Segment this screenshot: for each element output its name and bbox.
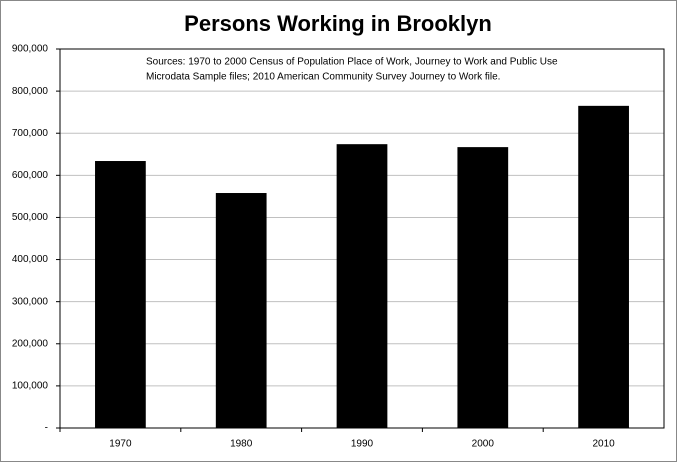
y-tick-label: 800,000 [12, 86, 49, 97]
chart-title: Persons Working in Brooklyn [184, 11, 492, 36]
x-tick-label: 2000 [472, 439, 495, 450]
y-tick-label: 100,000 [12, 381, 49, 392]
y-tick-label: 700,000 [12, 128, 49, 139]
y-tick-label: 200,000 [12, 338, 49, 349]
y-tick-label: 400,000 [12, 254, 49, 265]
y-tick-label: - [45, 423, 48, 434]
y-tick-label: 300,000 [12, 296, 49, 307]
x-tick-label: 2010 [592, 439, 615, 450]
bar [578, 105, 629, 428]
y-tick-label: 600,000 [12, 170, 49, 181]
x-tick-label: 1990 [351, 439, 374, 450]
x-tick-label: 1980 [230, 439, 253, 450]
y-tick-label: 900,000 [12, 44, 49, 55]
bar [336, 144, 388, 428]
annotation: Sources: 1970 to 2000 Census of Populati… [146, 57, 558, 68]
x-tick-label: 1970 [109, 439, 132, 450]
bar [457, 147, 509, 428]
y-tick-label: 500,000 [12, 212, 49, 223]
annotation: Microdata Sample files; 2010 American Co… [146, 72, 500, 83]
bar [215, 193, 267, 428]
bar [95, 161, 146, 428]
